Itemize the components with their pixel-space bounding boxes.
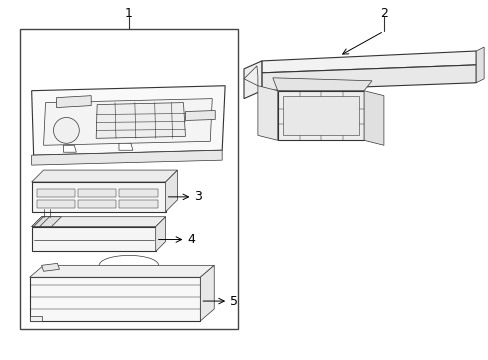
Circle shape (53, 117, 79, 143)
Polygon shape (96, 103, 185, 138)
Polygon shape (257, 86, 277, 140)
Polygon shape (282, 96, 358, 135)
Polygon shape (30, 316, 41, 321)
Text: 1: 1 (125, 7, 133, 20)
Polygon shape (32, 170, 177, 182)
Polygon shape (43, 99, 212, 145)
Polygon shape (20, 29, 238, 329)
Polygon shape (155, 217, 165, 251)
Polygon shape (32, 182, 165, 212)
Text: 5: 5 (230, 294, 238, 307)
Polygon shape (119, 200, 157, 208)
Polygon shape (272, 78, 371, 91)
Polygon shape (37, 189, 75, 197)
Polygon shape (364, 91, 383, 145)
Polygon shape (63, 145, 76, 152)
Polygon shape (475, 47, 483, 83)
Polygon shape (32, 217, 61, 227)
Polygon shape (119, 143, 133, 150)
Polygon shape (277, 91, 364, 140)
Text: 3: 3 (194, 190, 202, 203)
Polygon shape (262, 51, 475, 73)
Polygon shape (78, 189, 116, 197)
Polygon shape (41, 264, 60, 271)
Polygon shape (32, 150, 222, 165)
Polygon shape (244, 66, 257, 86)
Polygon shape (56, 96, 91, 108)
Polygon shape (30, 265, 214, 277)
Polygon shape (165, 170, 177, 212)
Polygon shape (32, 217, 165, 227)
Polygon shape (32, 86, 224, 155)
Polygon shape (37, 200, 75, 208)
Polygon shape (262, 65, 475, 91)
Text: 4: 4 (187, 233, 195, 246)
Text: 2: 2 (379, 7, 387, 20)
Polygon shape (200, 265, 214, 321)
Polygon shape (185, 111, 215, 121)
Polygon shape (78, 200, 116, 208)
Polygon shape (32, 227, 155, 251)
Polygon shape (119, 189, 157, 197)
Polygon shape (30, 277, 200, 321)
Polygon shape (244, 61, 262, 99)
